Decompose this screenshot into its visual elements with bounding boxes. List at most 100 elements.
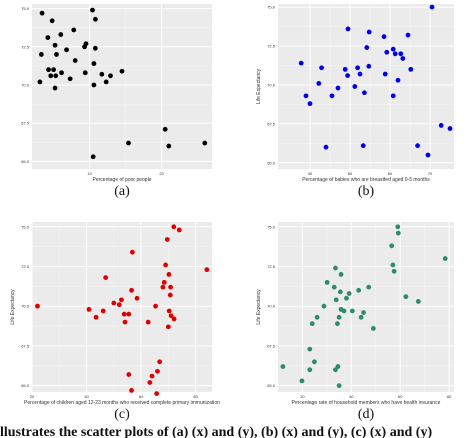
x-tick-label: 70 xyxy=(428,171,433,176)
scatter-point xyxy=(119,68,125,74)
scatter-point xyxy=(145,319,151,325)
scatter-point xyxy=(425,152,431,158)
scatter-point xyxy=(49,18,55,24)
y-tick-label: 70.0 xyxy=(267,304,276,309)
y-tick-label: 72.5 xyxy=(267,44,276,49)
scatter-point xyxy=(82,70,88,76)
panel-caption: (a) xyxy=(114,184,130,199)
y-axis-label: Life Expectancy xyxy=(10,289,16,325)
scatter-point xyxy=(357,71,363,77)
scatter-point xyxy=(316,80,322,86)
scatter-point xyxy=(51,67,56,73)
scatter-point xyxy=(381,34,387,40)
scatter-point xyxy=(116,302,122,308)
scatter-point xyxy=(129,388,134,393)
scatter-point xyxy=(204,267,210,273)
x-tick-label: 50 xyxy=(348,171,353,176)
scatter-point xyxy=(307,346,313,352)
scatter-point xyxy=(153,303,158,309)
scatter-point xyxy=(366,63,372,69)
scatter-point xyxy=(103,79,109,85)
y-tick-label: 67.5 xyxy=(267,343,276,348)
x-tick-label: 40 xyxy=(84,394,89,399)
scatter-point xyxy=(166,308,172,314)
scatter-point xyxy=(321,303,327,309)
scatter-point xyxy=(45,35,51,41)
scatter-point xyxy=(164,237,170,242)
scatter-point xyxy=(395,77,401,83)
scatter-point xyxy=(157,359,163,365)
scatter-point xyxy=(176,227,182,233)
scatter-point xyxy=(370,326,376,331)
x-tick-label: 80 xyxy=(447,394,452,399)
scatter-point xyxy=(341,308,347,314)
scatter-point xyxy=(119,297,124,303)
scatter-point xyxy=(129,287,134,293)
scatter-point xyxy=(338,272,344,277)
scatter-point xyxy=(400,56,406,61)
scatter-point xyxy=(59,70,64,76)
scatter-point xyxy=(336,314,342,320)
y-tick-label: 70.0 xyxy=(267,82,276,87)
scatter-point xyxy=(361,310,366,315)
scatter-point xyxy=(307,101,313,107)
y-tick-label: 72.5 xyxy=(267,264,276,269)
x-axis-label: Percentage rate of household members who… xyxy=(292,400,441,406)
scatter-point xyxy=(298,60,304,66)
scatter-point xyxy=(335,321,340,327)
scatter-point xyxy=(166,143,172,149)
y-tick-label: 75.0 xyxy=(21,224,30,229)
y-tick-label: 75.0 xyxy=(21,6,30,11)
scatter-point xyxy=(358,314,364,320)
scatter-point xyxy=(319,65,324,71)
scatter-point xyxy=(442,256,448,261)
x-tick-label: 20 xyxy=(300,394,305,399)
scatter-point xyxy=(345,73,350,79)
figure-caption-text: llustrates the scatter plots of (a) (x) … xyxy=(0,426,433,438)
y-tick-label: 65.0 xyxy=(267,160,276,165)
x-tick-label: 20 xyxy=(159,171,164,176)
x-tick-label: 60 xyxy=(388,171,393,176)
scatter-point xyxy=(352,84,358,89)
scatter-point xyxy=(92,16,98,22)
scatter-point xyxy=(382,71,388,77)
scatter-point xyxy=(52,85,58,91)
scatter-point xyxy=(333,297,339,303)
panel-caption: (b) xyxy=(358,184,375,199)
scatter-point xyxy=(390,93,396,99)
scatter-point xyxy=(168,313,174,319)
scatter-point xyxy=(360,143,366,149)
scatter-point xyxy=(108,73,113,79)
scatter-point xyxy=(333,265,338,271)
scatter-point xyxy=(438,123,444,128)
scatter-point xyxy=(167,292,173,298)
scatter-point xyxy=(126,140,131,146)
scatter-point xyxy=(83,41,89,47)
scatter-point xyxy=(429,4,435,10)
scatter-point xyxy=(100,308,106,314)
scatter-point xyxy=(391,268,397,274)
scatter-point xyxy=(447,126,453,131)
scatter-point xyxy=(53,73,59,79)
y-tick-label: 72.5 xyxy=(21,264,30,269)
scatter-point xyxy=(39,10,45,16)
scatter-point xyxy=(390,262,396,268)
x-tick-label: 20 xyxy=(30,394,35,399)
x-tick-label: 40 xyxy=(349,394,354,399)
scatter-point xyxy=(126,311,132,317)
scatter-point xyxy=(166,272,172,277)
scatter-point xyxy=(126,372,132,377)
scatter-point xyxy=(48,73,54,79)
scatter-panels: 65.0 67.5 70.0 72.5 75.0 10 20 Percentage of po… xyxy=(10,4,454,422)
scatter-point xyxy=(309,321,315,327)
scatter-point xyxy=(335,85,341,91)
scatter-point xyxy=(314,314,320,320)
scatter-point xyxy=(86,306,92,312)
scatter-point xyxy=(392,51,398,57)
y-tick-label: 67.5 xyxy=(21,121,30,126)
scatter-point xyxy=(355,65,360,71)
scatter-point xyxy=(35,303,40,309)
scatter-point xyxy=(72,58,78,63)
x-tick-label: 80 xyxy=(193,394,198,399)
